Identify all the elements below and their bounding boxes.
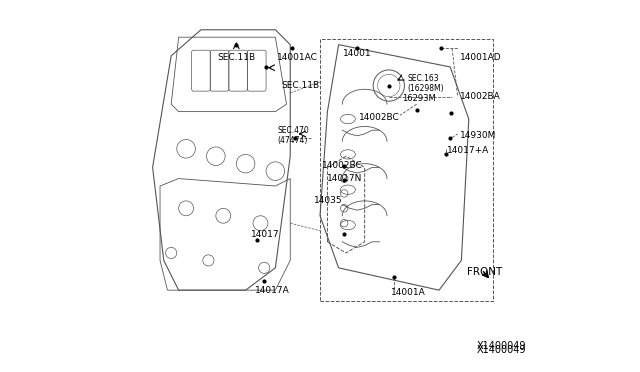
Text: 14002BA: 14002BA	[460, 92, 500, 101]
Text: 14930M: 14930M	[460, 131, 496, 140]
Text: 14002BC: 14002BC	[359, 113, 400, 122]
Text: 14017: 14017	[251, 230, 280, 239]
Text: 14001AC: 14001AC	[277, 53, 318, 62]
Text: X1400049: X1400049	[476, 345, 525, 355]
Text: 14001AD: 14001AD	[460, 53, 501, 62]
Text: 14035: 14035	[314, 196, 343, 205]
Text: SEC.11B: SEC.11B	[281, 81, 319, 90]
Text: 14001: 14001	[343, 49, 371, 58]
Text: 16293M: 16293M	[402, 94, 436, 103]
Text: X1400049: X1400049	[476, 341, 525, 351]
Text: 14017+A: 14017+A	[447, 146, 489, 155]
Text: 14001A: 14001A	[390, 288, 426, 296]
Text: 14017N: 14017N	[326, 174, 362, 183]
Text: 14017A: 14017A	[255, 286, 290, 295]
Text: SEC.163
(16298M): SEC.163 (16298M)	[408, 74, 444, 93]
Text: SEC.11B: SEC.11B	[217, 53, 255, 62]
Text: FRONT: FRONT	[467, 267, 502, 276]
Text: SEC.470
(47474): SEC.470 (47474)	[277, 126, 309, 145]
Text: 14002BC: 14002BC	[322, 161, 363, 170]
